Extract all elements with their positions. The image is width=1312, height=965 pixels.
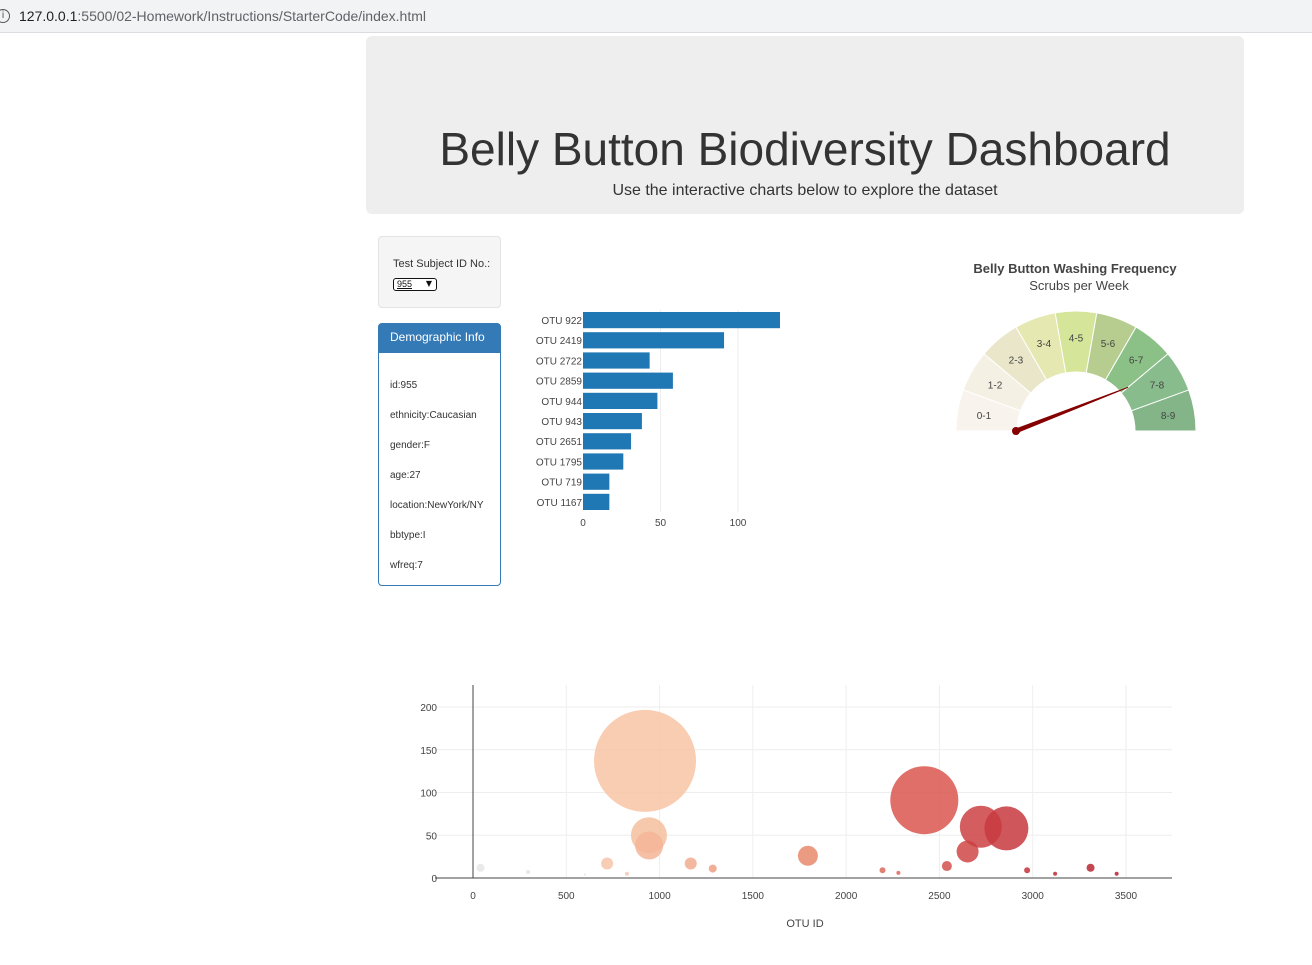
bubble-y-tick-label: 100: [420, 789, 437, 800]
bubble-x-tick-label: 3500: [1115, 891, 1138, 902]
bar-otu-2859: [583, 372, 673, 389]
bubble-point: [941, 861, 952, 872]
bubble-point: [1053, 871, 1058, 876]
page-subtitle: Use the interactive charts below to expl…: [612, 182, 998, 199]
bar-otu-943: [583, 413, 642, 430]
gauge-needle: [1013, 386, 1129, 435]
washing-frequency-gauge[interactable]: Belly Button Washing Frequency Scrubs pe…: [940, 255, 1210, 455]
gauge-segment-label: 6-7: [1129, 355, 1144, 366]
demographic-gender: gender:F: [390, 440, 431, 451]
bubble-point: [684, 857, 697, 870]
gauge-segment-label: 0-1: [977, 411, 992, 422]
page-title: Belly Button Biodiversity Dashboard: [439, 123, 1171, 175]
demographic-info-title: Demographic Info: [379, 324, 500, 353]
bar-otu-2419: [583, 332, 725, 349]
bubble-x-tick-label: 1000: [648, 891, 671, 902]
bubble-point: [797, 845, 818, 866]
bubble-y-tick-label: 200: [420, 703, 437, 714]
demographic-id: id:955: [390, 380, 418, 391]
url-host: 127.0.0.1: [19, 8, 78, 24]
bubble-x-tick-label: 1500: [742, 891, 765, 902]
bubble-point: [708, 864, 717, 873]
bar-category-label: OTU 2722: [536, 356, 583, 367]
bubble-point: [594, 709, 697, 812]
gauge-segment-8-9: [1130, 389, 1197, 432]
bubble-point: [476, 863, 485, 872]
bubble-point: [896, 870, 901, 875]
bubble-point: [624, 871, 629, 876]
gauge-title: Belly Button Washing Frequency: [973, 261, 1177, 276]
subject-id-value: 955: [397, 279, 413, 289]
demographic-age: age:27: [390, 470, 421, 481]
demographic-location: location:NewYork/NY: [390, 500, 484, 511]
bubble-x-tick-label: 0: [470, 891, 476, 902]
bar-category-label: OTU 2419: [536, 336, 583, 347]
bubble-x-tick-label: 3000: [1022, 891, 1045, 902]
bubble-point: [1024, 867, 1031, 874]
bar-x-tick-label: 50: [655, 518, 667, 529]
bar-category-label: OTU 922: [541, 316, 582, 327]
page-header: Belly Button Biodiversity Dashboard Use …: [366, 36, 1244, 214]
gauge-segment-label: 3-4: [1037, 339, 1052, 350]
demographic-info-panel: Demographic Info id:955 ethnicity:Caucas…: [378, 323, 501, 586]
bubble-y-tick-label: 0: [431, 874, 437, 885]
bubble-point: [526, 870, 531, 875]
bar-category-label: OTU 1167: [537, 498, 583, 509]
bar-otu-1167: [583, 493, 610, 510]
bar-otu-1795: [583, 453, 624, 470]
gauge-needle-hub: [1012, 427, 1020, 435]
gauge-segment-label: 4-5: [1069, 334, 1084, 345]
bar-otu-922: [583, 312, 780, 329]
bubble-x-tick-label: 500: [558, 891, 575, 902]
bubble-y-tick-label: 50: [426, 831, 438, 842]
bar-category-label: OTU 2651: [536, 437, 583, 448]
subject-selector-panel: Test Subject ID No.: 955 ▼: [378, 236, 501, 308]
bar-category-label: OTU 1795: [536, 457, 583, 468]
gauge-subtitle: Scrubs per Week: [1029, 278, 1129, 293]
bubble-y-tick-label: 150: [420, 746, 437, 757]
bar-category-label: OTU 944: [541, 397, 582, 408]
bar-otu-2722: [583, 352, 650, 369]
bar-x-tick-label: 0: [580, 518, 586, 529]
url-path: :5500/02-Homework/Instructions/StarterCo…: [77, 8, 426, 24]
bar-otu-719: [583, 473, 610, 490]
bubble-point: [601, 857, 614, 870]
bubble-point: [984, 806, 1029, 851]
bubble-x-tick-label: 2500: [928, 891, 951, 902]
subject-selector-label: Test Subject ID No.:: [393, 258, 491, 270]
bubble-point: [1114, 871, 1119, 876]
bubble-point: [890, 766, 959, 835]
bar-otu-2651: [583, 433, 632, 450]
gauge-segment-label: 1-2: [988, 380, 1003, 391]
bubble-point: [1086, 863, 1095, 872]
demographic-wfreq: wfreq:7: [390, 560, 423, 571]
bar-x-tick-label: 100: [730, 518, 747, 529]
bubble-point: [879, 867, 886, 874]
url-text[interactable]: 127.0.0.1:5500/02-Homework/Instructions/…: [19, 8, 426, 24]
browser-address-bar[interactable]: i 127.0.0.1:5500/02-Homework/Instruction…: [0, 0, 1312, 33]
gauge-segment-label: 7-8: [1150, 380, 1165, 391]
top-otu-bar-chart[interactable]: 0 50 100 OTU 922 OTU 2419 OTU 2722 OTU 2859 OTU…: [520, 300, 780, 540]
demographic-bbtype: bbtype:I: [390, 530, 426, 541]
bubble-point: [583, 873, 586, 876]
otu-bubble-chart[interactable]: 0 500 1000 1500 2000 2500 3000 3500 0 50 100 150 200…: [400, 670, 1200, 940]
gauge-segment-label: 2-3: [1009, 355, 1024, 366]
chevron-down-icon: ▼: [425, 279, 432, 288]
demographic-ethnicity: ethnicity:Caucasian: [390, 410, 477, 421]
bubble-point: [635, 831, 664, 860]
bubble-x-axis-title: OTU ID: [786, 918, 823, 930]
bar-category-label: OTU 2859: [536, 377, 583, 388]
gauge-segment-label: 8-9: [1161, 411, 1176, 422]
gauge-segment-label: 5-6: [1101, 339, 1116, 350]
bar-category-label: OTU 719: [541, 478, 582, 489]
site-info-icon[interactable]: i: [0, 9, 10, 23]
subject-id-select[interactable]: 955 ▼: [393, 278, 437, 291]
bar-otu-944: [583, 392, 658, 409]
bubble-x-tick-label: 2000: [835, 891, 858, 902]
bar-category-label: OTU 943: [541, 417, 582, 428]
